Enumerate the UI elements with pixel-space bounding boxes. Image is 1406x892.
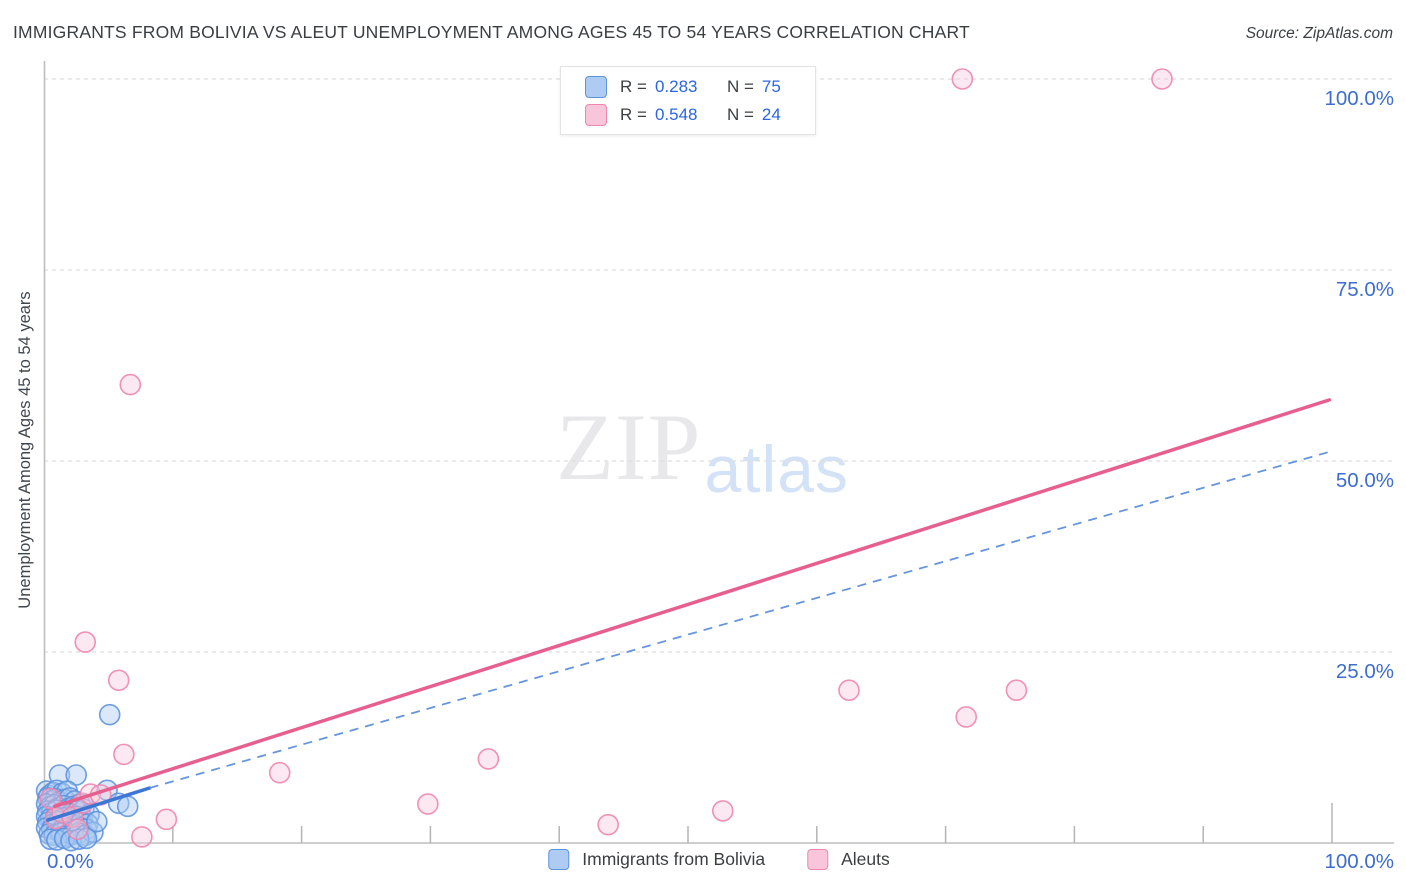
legend-item-aleuts: Aleuts [807, 849, 890, 870]
scatter-point [107, 669, 130, 692]
x-axis-max-label: 100.0% [1324, 850, 1394, 873]
y-axis-tick-label: 100.0% [1324, 87, 1394, 110]
scatter-point [39, 787, 62, 810]
bolivia-trendline [46, 450, 1330, 822]
legend-item-bolivia: Immigrants from Bolivia [548, 849, 765, 870]
n-label: N = [726, 104, 754, 124]
aleuts-points [39, 68, 1173, 848]
scatter-point [268, 761, 291, 784]
scatter-point [1005, 679, 1028, 702]
bolivia-legend-swatch [548, 849, 570, 870]
scatter-point [155, 808, 178, 831]
scatter-point [74, 631, 97, 653]
scatter-point [131, 826, 153, 848]
aleuts-legend-swatch [807, 849, 829, 870]
scatter-point [1151, 68, 1173, 90]
scatter-point [711, 800, 734, 822]
correlation-stats-box: R = 0.283 N = 75 R = 0.548 N = 24 [560, 66, 816, 135]
x-axis-min-label: 0.0% [47, 850, 94, 873]
scatter-point [119, 373, 142, 396]
scatter-point [477, 748, 500, 770]
zipatlas-watermark: ZIP atlas [556, 394, 849, 502]
n-value-bolivia: 75 [761, 76, 781, 96]
scatter-point [98, 703, 121, 726]
r-value-bolivia: 0.283 [654, 76, 698, 96]
stats-row-aleuts: R = 0.548 N = 24 [585, 102, 815, 127]
scatter-point [116, 795, 139, 818]
r-label: R = [620, 104, 647, 124]
stats-row-bolivia: R = 0.283 N = 75 [585, 74, 815, 99]
scatter-point [838, 679, 860, 702]
scatter-point [86, 810, 108, 833]
page-title: IMMIGRANTS FROM BOLIVIA VS ALEUT UNEMPLO… [13, 22, 970, 42]
x-axis-ticks [172, 803, 1333, 843]
y-axis-tick-label: 50.0% [1335, 469, 1394, 492]
r-value-aleuts: 0.548 [654, 104, 698, 124]
scatter-point [417, 793, 439, 815]
y-axis-tick-label: 25.0% [1335, 660, 1394, 683]
y-axis-tick-label: 75.0% [1335, 278, 1394, 301]
n-label: N = [726, 76, 754, 96]
n-value-aleuts: 24 [761, 104, 781, 124]
gridlines [44, 78, 1394, 653]
r-label: R = [620, 76, 647, 96]
scatter-point [597, 813, 619, 836]
source-attribution: Source: ZipAtlas.com [1245, 25, 1393, 42]
bolivia-swatch [585, 75, 607, 98]
watermark-zip: ZIP [556, 394, 702, 500]
watermark-atlas: atlas [704, 431, 849, 506]
axis-borders [43, 61, 1394, 844]
scatter-point [951, 68, 974, 90]
aleuts-trendline [53, 398, 1332, 809]
scatter-point [65, 764, 87, 786]
scatter-point [66, 818, 89, 841]
scatter-point [60, 829, 82, 852]
bolivia-legend-label: Immigrants from Bolivia [582, 849, 766, 869]
aleuts-swatch [585, 103, 607, 126]
aleuts-legend-label: Aleuts [841, 849, 890, 869]
scatter-point [113, 743, 135, 766]
series-legend: Immigrants from Bolivia Aleuts [548, 849, 890, 870]
scatter-point [955, 706, 978, 728]
